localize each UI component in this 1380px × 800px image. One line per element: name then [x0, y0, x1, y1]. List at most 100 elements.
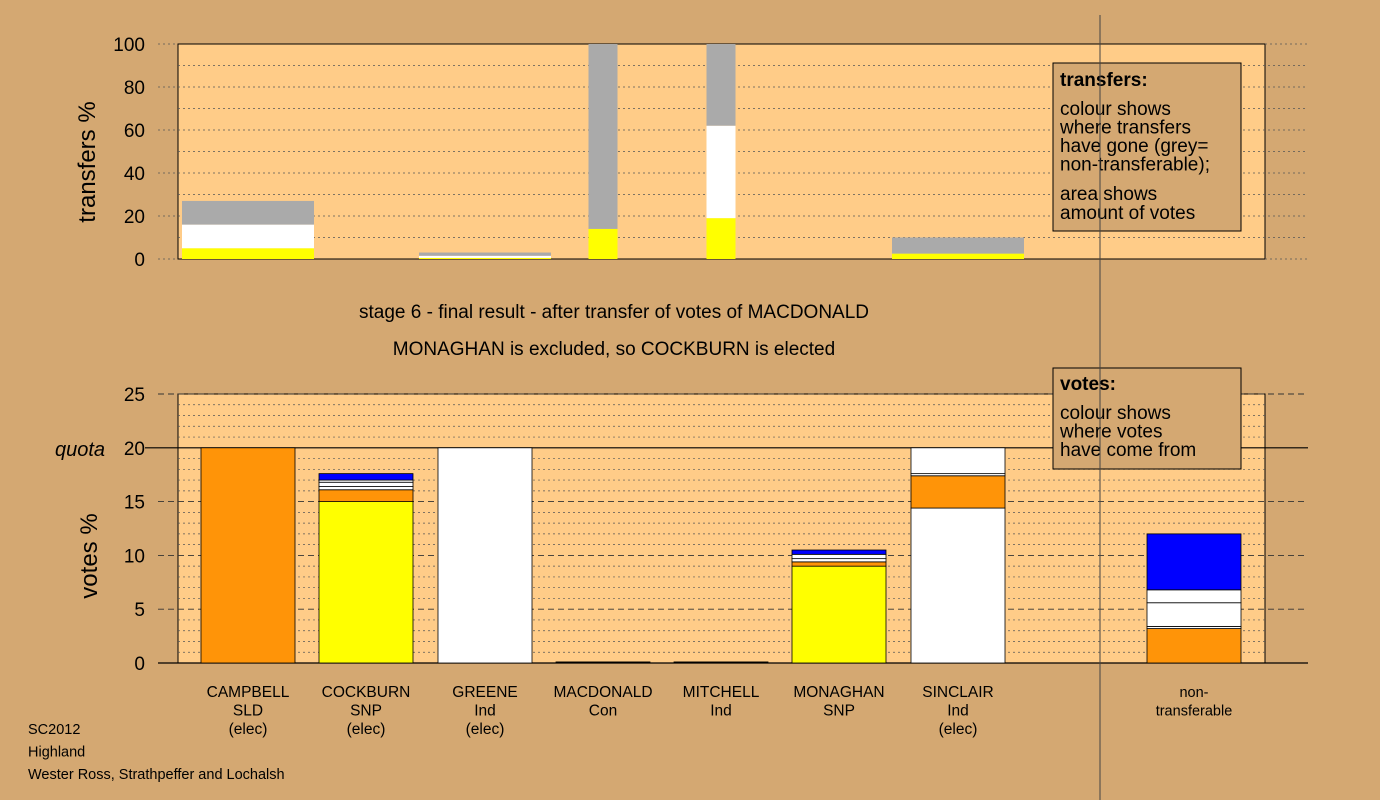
votes-legend-title: votes: — [1060, 374, 1116, 395]
votes-bar-segment — [791, 565, 887, 664]
transfers-bar-segment — [706, 125, 736, 219]
candidate-labels: CAMPBELLSLD(elec)COCKBURNSNP(elec)GREENE… — [207, 684, 1233, 738]
candidate-label: MACDONALD — [553, 684, 652, 701]
candidate-label: non- — [1179, 685, 1208, 701]
footer-info: SC2012 Highland Wester Ross, Strathpeffer … — [28, 722, 285, 783]
votes-bar-segment — [318, 481, 414, 487]
votes-bar-segment — [1146, 589, 1242, 604]
votes-bar-segment — [1146, 628, 1242, 664]
transfers-tick-label: 20 — [124, 207, 145, 228]
votes-bar-segment — [910, 507, 1006, 664]
stage-result: MONAGHAN is excluded, so COCKBURN is ele… — [393, 339, 835, 360]
votes-bar-segment — [910, 447, 1006, 475]
transfers-bar-segment — [419, 252, 551, 256]
transfers-bar-segment — [892, 253, 1024, 259]
transfers-bar-segment — [706, 44, 736, 126]
candidate-label: SNP — [823, 703, 855, 720]
votes-legend-line: have come from — [1060, 440, 1196, 461]
candidate-label: SINCLAIR — [922, 684, 994, 701]
candidate-label: (elec) — [347, 721, 386, 738]
votes-bar-segment — [318, 489, 414, 503]
transfers-bar-segment — [419, 257, 551, 259]
transfers-legend-line: non-transferable); — [1060, 155, 1210, 176]
transfers-legend-title: transfers: — [1060, 70, 1148, 91]
candidate-label: MITCHELL — [683, 684, 760, 701]
quota-label: quota — [55, 439, 105, 461]
candidate-label: Ind — [474, 703, 496, 720]
footer-line: Wester Ross, Strathpeffer and Lochalsh — [28, 767, 285, 783]
votes-bar-segment — [200, 447, 296, 664]
candidate-label: GREENE — [452, 684, 517, 701]
votes-bar-segment — [673, 661, 769, 664]
votes-bar-segment — [555, 661, 651, 664]
transfers-tick-label: 100 — [113, 35, 145, 56]
votes-bar-segment — [318, 473, 414, 481]
votes-bar-segment — [791, 549, 887, 555]
votes-y-ticks: 0 5 10 15 20 25 — [124, 385, 178, 675]
candidate-label: Ind — [947, 703, 969, 720]
transfers-y-ticks: 0 20 40 60 80 100 — [113, 35, 178, 271]
votes-bar-segment — [791, 553, 887, 560]
transfers-bar-segment — [182, 200, 314, 225]
votes-tick-label: 25 — [124, 385, 145, 406]
transfers-bar-segment — [588, 44, 618, 229]
votes-legend-line: where votes — [1059, 422, 1162, 443]
candidate-label: (elec) — [229, 721, 268, 738]
votes-bar-segment — [437, 447, 533, 664]
transfers-legend-box — [1052, 62, 1242, 232]
votes-bars — [200, 447, 1242, 664]
votes-bar-segment — [1146, 602, 1242, 627]
votes-chart: 0 5 10 15 20 25 quota votes % votes: colour s… — [55, 367, 1308, 675]
votes-tick-label: 20 — [124, 439, 145, 460]
transfers-bar-segment — [182, 248, 314, 259]
transfers-legend-line: colour shows — [1060, 99, 1171, 120]
transfers-legend-line: amount of votes — [1060, 203, 1195, 224]
votes-bar-segment — [318, 486, 414, 491]
transfers-y-axis-label: transfers % — [74, 101, 101, 222]
candidate-label: (elec) — [466, 721, 505, 738]
candidate-label: Con — [589, 703, 617, 720]
candidate-label: SNP — [350, 703, 382, 720]
transfers-bar-segment — [182, 224, 314, 249]
votes-bar-segment — [1146, 533, 1242, 591]
votes-bar-segment — [791, 561, 887, 567]
votes-legend-line: colour shows — [1060, 403, 1171, 424]
transfers-tick-label: 0 — [134, 250, 145, 271]
votes-legend-box — [1052, 367, 1242, 470]
footer-line: SC2012 — [28, 722, 80, 738]
transfers-tick-label: 80 — [124, 78, 145, 99]
transfers-bar-segment — [706, 218, 736, 259]
transfers-legend-line: where transfers — [1059, 118, 1191, 139]
candidate-label: MONAGHAN — [793, 684, 884, 701]
votes-tick-label: 5 — [134, 600, 145, 621]
transfers-tick-label: 60 — [124, 121, 145, 142]
candidate-label: COCKBURN — [322, 684, 411, 701]
transfers-legend-line: area shows — [1060, 184, 1157, 205]
votes-bar-segment — [318, 501, 414, 664]
transfers-tick-label: 40 — [124, 164, 145, 185]
transfers-chart: 0 20 40 60 80 100 transfers % transfers: colo… — [74, 35, 1308, 271]
candidate-label: (elec) — [939, 721, 978, 738]
votes-bar-segment — [791, 558, 887, 563]
stage-title: stage 6 - final result - after transfer … — [359, 302, 869, 323]
transfers-bar-segment — [588, 228, 618, 259]
transfers-bars — [182, 44, 1024, 259]
votes-y-axis-label: votes % — [76, 513, 103, 598]
votes-tick-label: 10 — [124, 546, 145, 567]
candidate-label: Ind — [710, 703, 732, 720]
votes-tick-label: 15 — [124, 493, 145, 514]
footer-line: Highland — [28, 745, 85, 761]
transfers-legend-line: have gone (grey= — [1060, 136, 1208, 157]
votes-bar-segment — [910, 475, 1006, 509]
transfers-bar-segment — [419, 255, 551, 258]
candidate-label: CAMPBELL — [207, 684, 290, 701]
transfers-bar-segment — [892, 237, 1024, 254]
votes-tick-label: 0 — [134, 654, 145, 675]
candidate-label: transferable — [1156, 704, 1233, 720]
candidate-label: SLD — [233, 703, 263, 720]
